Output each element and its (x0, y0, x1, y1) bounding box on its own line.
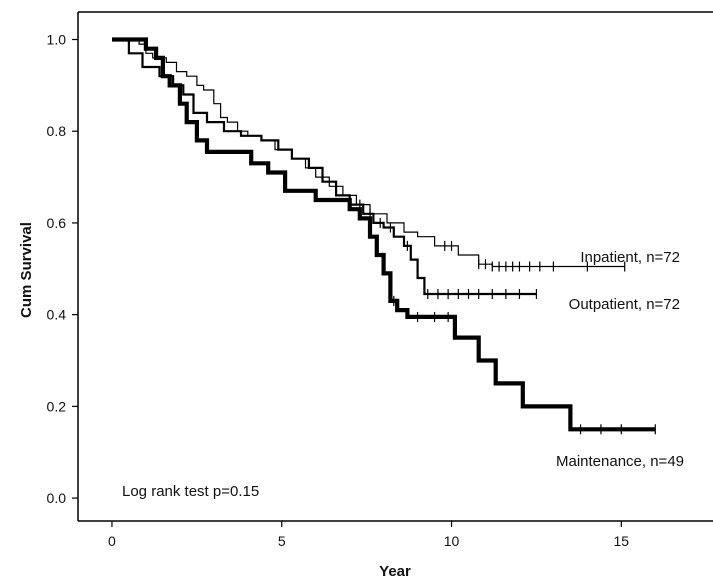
y-tick-label: 0.0 (47, 490, 67, 506)
y-tick-label: 0.4 (47, 307, 67, 323)
inpatient-survival-line (112, 38, 625, 268)
maintenance-survival-line (112, 37, 656, 432)
y-axis-title: Cum Survival (18, 222, 35, 318)
x-tick-label: 5 (278, 533, 286, 549)
maintenance-series-label: Maintenance, n=49 (556, 453, 684, 470)
series-layer (112, 37, 656, 435)
y-tick-label: 0.2 (47, 398, 67, 414)
inpatient-series-label: Inpatient, n=72 (580, 249, 680, 266)
x-tick-label: 15 (614, 533, 630, 549)
outpatient-series-label: Outpatient, n=72 (569, 296, 680, 313)
labels-layer: Inpatient, n=72 Outpatient, n=72 Maintenan… (556, 249, 684, 470)
y-tick-label: 1.0 (47, 32, 67, 48)
outpatient-survival-line (112, 38, 537, 296)
y-tick-label: 0.8 (47, 123, 67, 139)
y-tick-label: 0.6 (47, 215, 67, 231)
x-tick-label: 0 (108, 533, 116, 549)
x-tick-label: 10 (444, 533, 460, 549)
log-rank-annotation: Log rank test p=0.15 (122, 483, 259, 500)
axes: 0 5 10 15 0.0 0.2 0.4 0.6 0.8 1.0 (47, 11, 713, 549)
x-axis-title: Year (379, 563, 411, 579)
